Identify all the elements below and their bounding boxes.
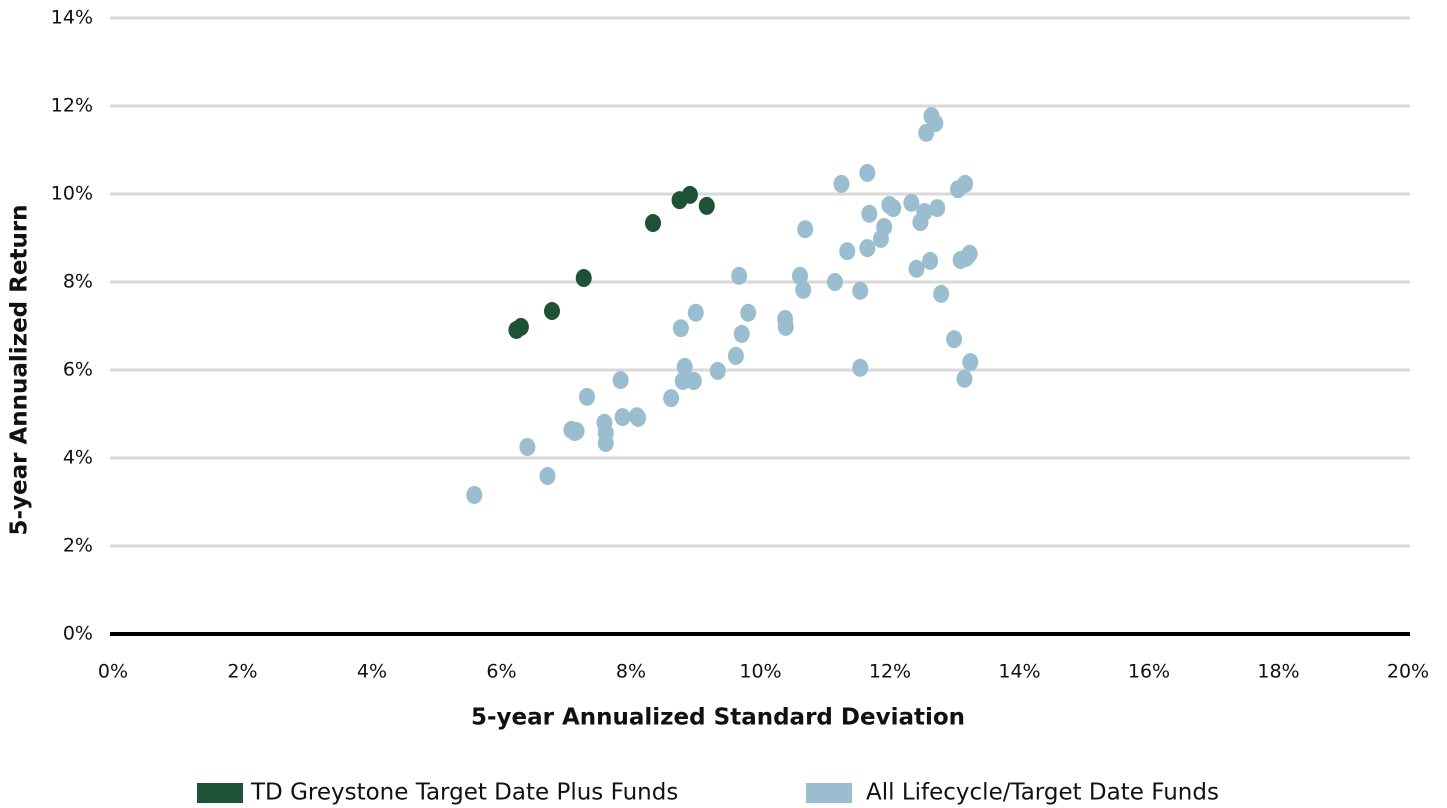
scatter-point: [612, 371, 629, 390]
scatter-point: [544, 302, 561, 321]
scatter-point: [614, 408, 631, 427]
x-tick-label: 8%: [616, 661, 646, 683]
scatter-point: [929, 199, 946, 218]
x-tick-label: 4%: [357, 661, 387, 683]
scatter-point: [961, 244, 978, 263]
scatter-point: [731, 266, 748, 285]
scatter-point: [908, 259, 925, 278]
scatter-point: [903, 193, 920, 212]
y-tick-label: 8%: [63, 271, 93, 293]
scatter-point: [575, 269, 592, 288]
scatter-point: [861, 204, 878, 223]
scatter-point: [876, 218, 893, 236]
scatter-point: [676, 357, 693, 376]
x-tick-label: 10%: [739, 661, 781, 683]
scatter-point: [674, 372, 691, 390]
scatter-point: [859, 239, 876, 258]
y-tick-label: 4%: [63, 447, 93, 469]
scatter-point: [933, 284, 950, 303]
legend-label: TD Greystone Target Date Plus Funds: [250, 780, 678, 806]
scatter-point: [539, 467, 556, 486]
scatter-point: [916, 203, 933, 222]
scatter-point: [698, 196, 715, 215]
y-tick-label: 0%: [63, 623, 93, 645]
scatter-point: [519, 438, 536, 456]
scatter-point: [885, 199, 902, 218]
scatter-point: [833, 174, 850, 193]
scatter-point: [859, 163, 876, 182]
x-tick-label: 14%: [998, 661, 1040, 683]
x-tick-label: 12%: [869, 661, 911, 683]
x-tick-label: 16%: [1128, 661, 1170, 683]
y-tick-label: 10%: [51, 183, 93, 205]
y-tick-label: 6%: [63, 359, 93, 381]
legend-swatch: [197, 783, 243, 803]
scatter-point: [466, 485, 483, 504]
scatter-point: [645, 214, 662, 233]
scatter-point: [663, 389, 680, 408]
scatter-point: [512, 317, 529, 336]
scatter-point: [727, 346, 744, 365]
x-tick-label: 18%: [1257, 661, 1299, 683]
y-axis-title: 5-year Annualized Return: [7, 204, 33, 535]
scatter-point: [685, 372, 702, 390]
scatter-point: [597, 434, 614, 453]
x-axis-title: 5-year Annualized Standard Deviation: [471, 705, 965, 731]
scatter-point: [852, 281, 869, 300]
scatter-point: [795, 280, 812, 299]
x-tick-label: 0%: [98, 661, 128, 683]
y-tick-label: 12%: [51, 95, 93, 117]
scatter-point: [927, 114, 944, 133]
scatter-point: [777, 317, 794, 336]
legend-swatch: [806, 783, 852, 803]
x-tick-label: 20%: [1387, 661, 1429, 683]
scatter-point: [946, 330, 963, 349]
scatter-point: [568, 422, 585, 441]
scatter-point: [672, 319, 689, 338]
scatter-point: [956, 369, 973, 388]
scatter-point: [957, 174, 974, 193]
x-tick-label: 6%: [486, 661, 516, 683]
scatter-point: [922, 251, 939, 270]
y-tick-label: 2%: [63, 535, 93, 557]
scatter-point: [630, 408, 647, 427]
scatter-point: [839, 242, 856, 261]
x-tick-label: 2%: [227, 661, 257, 683]
y-tick-label: 14%: [51, 7, 93, 29]
scatter-point: [791, 266, 808, 285]
legend-label: All Lifecycle/Target Date Funds: [866, 780, 1219, 806]
scatter-point: [578, 387, 595, 406]
scatter-point: [733, 324, 750, 343]
scatter-point: [681, 185, 698, 204]
scatter-point: [797, 220, 814, 239]
scatter-point: [709, 361, 726, 380]
scatter-point: [852, 358, 869, 377]
scatter-point: [687, 303, 704, 322]
scatter-point: [826, 273, 843, 291]
scatter-point: [740, 303, 757, 322]
scatter-point: [962, 353, 979, 372]
